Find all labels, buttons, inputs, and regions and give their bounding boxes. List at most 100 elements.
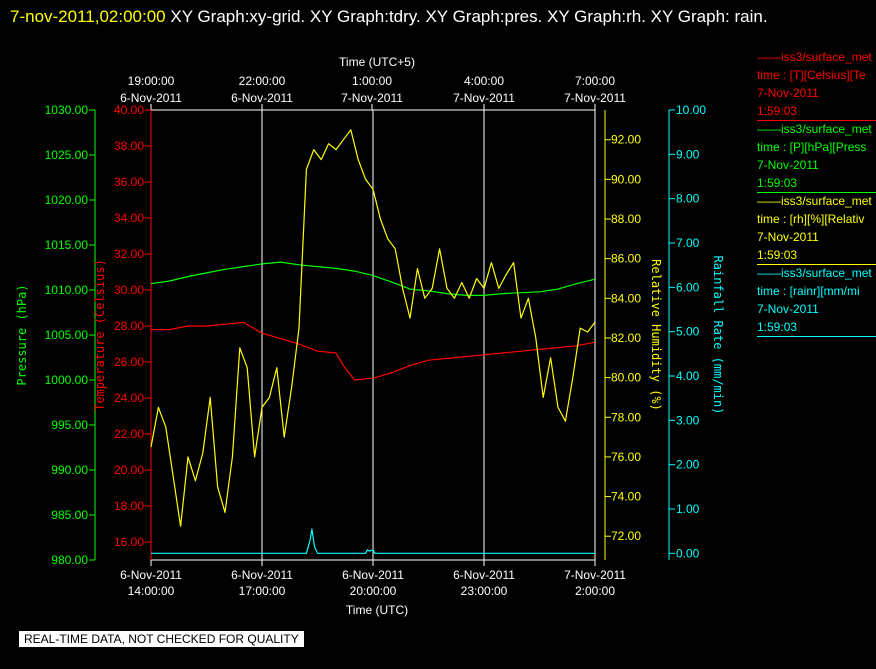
y-tick-label-pressure: 1005.00 xyxy=(45,328,89,342)
quality-warning: REAL-TIME DATA, NOT CHECKED FOR QUALITY xyxy=(19,631,304,647)
top-tick-time: 1:00:00 xyxy=(352,74,392,88)
y-tick-label-rain: 1.00 xyxy=(676,502,700,516)
y-tick-label-temperature: 26.00 xyxy=(114,355,144,369)
top-tick-date: 7-Nov-2011 xyxy=(564,91,626,105)
y-tick-label-humidity: 90.00 xyxy=(611,172,641,186)
y-tick-label-temperature: 20.00 xyxy=(114,463,144,477)
series-line-rain xyxy=(151,528,595,554)
legend-time: 1:59:03 xyxy=(757,248,798,262)
y-tick-label-temperature: 36.00 xyxy=(114,175,144,189)
y-axis-label-rain: Rainfall Rate (mm/min) xyxy=(711,256,725,415)
y-tick-label-rain: 8.00 xyxy=(676,192,700,206)
y-tick-label-temperature: 40.00 xyxy=(114,103,144,117)
legend-name: ——iss3/surface_met xyxy=(757,266,872,280)
series-line-temperature xyxy=(151,321,596,381)
legend-units: time : [rh][%][Relativ xyxy=(757,212,865,226)
y-tick-label-rain: 2.00 xyxy=(676,458,700,472)
y-tick-label-rain: 6.00 xyxy=(676,280,700,294)
y-tick-label-temperature: 32.00 xyxy=(114,247,144,261)
y-tick-label-rain: 0.00 xyxy=(676,546,700,560)
chart-title: 7-nov-2011,02:00:00 XY Graph:xy-grid. XY… xyxy=(10,2,850,32)
top-tick-date: 7-Nov-2011 xyxy=(341,91,403,105)
x-tick-time: 2:00:00 xyxy=(575,584,615,598)
y-tick-label-humidity: 72.00 xyxy=(611,529,641,543)
y-tick-label-temperature: 24.00 xyxy=(114,391,144,405)
legend-date: 7-Nov-2011 xyxy=(757,86,819,100)
y-tick-label-pressure: 995.00 xyxy=(51,418,88,432)
y-tick-label-humidity: 84.00 xyxy=(611,291,641,305)
legend-units: time : [P][hPa][Press xyxy=(757,140,867,154)
legend-time: 1:59:03 xyxy=(757,320,798,334)
top-tick-time: 22:00:00 xyxy=(239,74,286,88)
legend-date: 7-Nov-2011 xyxy=(757,302,819,316)
y-tick-label-humidity: 88.00 xyxy=(611,212,641,226)
y-tick-label-humidity: 82.00 xyxy=(611,331,641,345)
x-tick-date: 6-Nov-2011 xyxy=(453,568,515,582)
y-tick-label-temperature: 16.00 xyxy=(114,535,144,549)
y-tick-label-humidity: 78.00 xyxy=(611,410,641,424)
y-tick-label-humidity: 76.00 xyxy=(611,450,641,464)
y-tick-label-humidity: 80.00 xyxy=(611,371,641,385)
series-line-humidity xyxy=(150,129,596,527)
legend-time: 1:59:03 xyxy=(757,176,798,190)
y-tick-label-temperature: 22.00 xyxy=(114,427,144,441)
y-tick-label-temperature: 38.00 xyxy=(114,139,144,153)
legend-units: time : [T][Celsius][Te xyxy=(757,68,866,82)
y-axis-label-humidity: Relative Humidity (%) xyxy=(649,259,663,411)
title-graph-list: XY Graph:xy-grid. XY Graph:tdry. XY Grap… xyxy=(165,7,768,26)
top-tick-time: 4:00:00 xyxy=(464,74,504,88)
x-tick-date: 6-Nov-2011 xyxy=(342,568,404,582)
top-tick-time: 19:00:00 xyxy=(128,74,175,88)
x-tick-date: 7-Nov-2011 xyxy=(564,568,626,582)
top-tick-date: 7-Nov-2011 xyxy=(453,91,515,105)
x-axis-label: Time (UTC) xyxy=(346,603,408,617)
y-tick-label-temperature: 18.00 xyxy=(114,499,144,513)
y-tick-label-pressure: 1030.00 xyxy=(45,103,89,117)
y-tick-label-humidity: 92.00 xyxy=(611,133,641,147)
legend-date: 7-Nov-2011 xyxy=(757,230,819,244)
y-axis-label-pressure: Pressure (hPa) xyxy=(15,284,29,385)
legend-name: ——iss3/surface_met xyxy=(757,122,872,136)
y-tick-label-temperature: 34.00 xyxy=(114,211,144,225)
x-tick-date: 6-Nov-2011 xyxy=(120,568,182,582)
y-tick-label-pressure: 980.00 xyxy=(51,553,88,567)
title-timestamp: 7-nov-2011,02:00:00 xyxy=(10,7,166,26)
y-tick-label-pressure: 1015.00 xyxy=(45,238,89,252)
legend-units: time : [rainr][mm/mi xyxy=(757,284,860,298)
x-tick-time: 17:00:00 xyxy=(239,584,286,598)
legend-name: ——iss3/surface_met xyxy=(757,50,872,64)
top-axis-label: Time (UTC+5) xyxy=(339,55,415,69)
top-tick-date: 6-Nov-2011 xyxy=(231,91,293,105)
series-line-pressure xyxy=(150,261,596,296)
x-tick-time: 20:00:00 xyxy=(350,584,397,598)
y-tick-label-rain: 7.00 xyxy=(676,236,700,250)
legend-name: ——iss3/surface_met xyxy=(757,194,872,208)
y-axis-label-temperature: Temperature (Celsius) xyxy=(93,259,107,411)
y-tick-label-rain: 3.00 xyxy=(676,413,700,427)
y-tick-label-rain: 4.00 xyxy=(676,369,700,383)
x-tick-time: 14:00:00 xyxy=(128,584,175,598)
top-tick-date: 6-Nov-2011 xyxy=(120,91,182,105)
y-tick-label-rain: 5.00 xyxy=(676,325,700,339)
y-tick-label-pressure: 1025.00 xyxy=(45,148,89,162)
y-tick-label-pressure: 990.00 xyxy=(51,463,88,477)
y-tick-label-temperature: 28.00 xyxy=(114,319,144,333)
x-tick-time: 23:00:00 xyxy=(461,584,508,598)
y-tick-label-humidity: 86.00 xyxy=(611,252,641,266)
y-tick-label-rain: 9.00 xyxy=(676,147,700,161)
top-tick-time: 7:00:00 xyxy=(575,74,615,88)
y-tick-label-pressure: 1000.00 xyxy=(45,373,89,387)
legend-date: 7-Nov-2011 xyxy=(757,158,819,172)
y-tick-label-humidity: 74.00 xyxy=(611,490,641,504)
y-tick-label-pressure: 1020.00 xyxy=(45,193,89,207)
y-tick-label-rain: 10.00 xyxy=(676,103,706,117)
y-tick-label-temperature: 30.00 xyxy=(114,283,144,297)
y-tick-label-pressure: 1010.00 xyxy=(45,283,89,297)
y-tick-label-pressure: 985.00 xyxy=(51,508,88,522)
x-tick-date: 6-Nov-2011 xyxy=(231,568,293,582)
